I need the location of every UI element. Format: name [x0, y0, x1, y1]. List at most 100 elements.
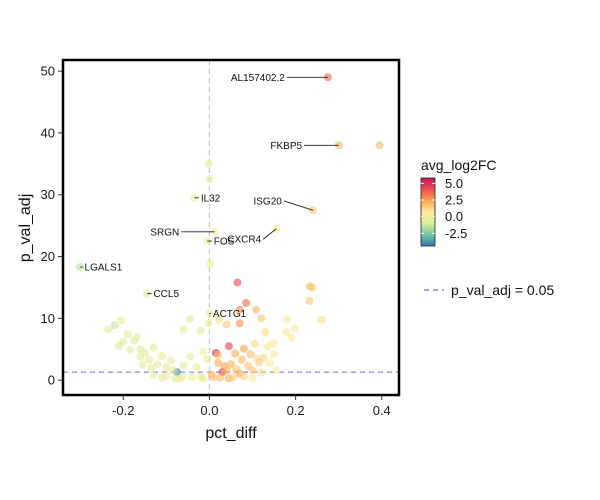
scatter-point — [149, 370, 158, 379]
scatter-point — [125, 345, 134, 354]
gene-label: AL157402.2 — [231, 73, 285, 84]
x-tick-label: 0.4 — [373, 403, 391, 418]
plot-panel — [63, 60, 399, 395]
scatter-point — [251, 305, 260, 314]
scatter-point — [179, 325, 188, 334]
scatter-point — [214, 315, 223, 324]
scatter-point — [248, 374, 257, 383]
scatter-point — [290, 324, 299, 333]
scatter-point — [222, 320, 231, 329]
scatter-point — [204, 319, 213, 328]
scatter-point — [203, 355, 212, 364]
color-legend-tick-label: 0.0 — [445, 209, 463, 224]
gene-label: ISG20 — [253, 196, 282, 207]
scatter-point — [246, 350, 255, 359]
x-tick-label: 0.0 — [200, 403, 218, 418]
scatter-point — [179, 361, 188, 370]
x-axis-title: pct_diff — [205, 425, 257, 442]
scatter-point — [209, 373, 218, 382]
scatter-point — [227, 360, 235, 369]
gene-label: CCL5 — [153, 289, 179, 300]
scatter-point — [216, 373, 225, 382]
gene-label: ACTG1 — [213, 309, 247, 320]
line-legend-label: p_val_adj = 0.05 — [451, 282, 554, 298]
scatter-point — [136, 352, 145, 361]
scatter-point — [158, 352, 167, 361]
scatter-point — [261, 327, 270, 336]
y-tick-label: 20 — [41, 249, 55, 264]
scatter-point — [188, 373, 197, 382]
scatter-point — [248, 366, 257, 375]
scatter-point — [199, 374, 207, 383]
scatter-point — [214, 350, 223, 359]
color-legend-tick-label: 5.0 — [445, 176, 463, 191]
scatter-point — [123, 330, 132, 339]
y-tick-label: 40 — [41, 125, 55, 140]
scatter-point — [283, 315, 291, 324]
gene-label: LGALS1 — [85, 263, 123, 274]
scatter-point — [257, 314, 266, 323]
scatter-point — [235, 319, 244, 328]
gene-label: FOS — [214, 237, 235, 248]
scatter-point — [307, 283, 316, 292]
scatter-point — [237, 355, 246, 364]
scatter-point — [199, 347, 207, 356]
y-tick-label: 0 — [48, 373, 55, 388]
gene-label: IL32 — [201, 193, 221, 204]
scatter-point — [231, 349, 240, 358]
scatter-point — [145, 355, 154, 364]
scatter-point — [166, 356, 175, 365]
color-legend: avg_log2FC 5.0 2.50.0 -2.5 — [420, 157, 497, 247]
scatter-point — [133, 332, 142, 341]
scatter-point — [317, 315, 326, 324]
color-legend-tick-label: 2.5 — [445, 193, 463, 208]
scatter-point — [233, 278, 242, 287]
scatter-point — [239, 344, 248, 353]
color-legend-bar — [420, 177, 436, 247]
line-legend: p_val_adj = 0.05 — [424, 282, 554, 298]
gene-label: FKBP5 — [270, 141, 302, 152]
scatter-point — [186, 352, 195, 361]
scatter-point — [224, 342, 233, 351]
color-legend-tick-label: -2.5 — [445, 226, 467, 241]
scatter-point — [282, 327, 291, 336]
scatter-point — [192, 363, 201, 372]
scatter-point — [375, 141, 384, 150]
y-tick-label: 10 — [41, 311, 55, 326]
scatter-point — [272, 366, 281, 375]
x-tick-label: 0.2 — [287, 403, 305, 418]
scatter-point — [117, 316, 126, 325]
scatter-point — [204, 159, 213, 168]
scatter-point — [115, 341, 123, 350]
scatter-point — [305, 297, 314, 306]
color-legend-title: avg_log2FC — [421, 157, 497, 173]
scatter-point — [168, 366, 177, 375]
y-tick-label: 30 — [41, 187, 55, 202]
scatter-point — [147, 363, 156, 372]
scatter-point — [239, 372, 248, 381]
scatter-point — [110, 321, 119, 330]
scatter-point — [104, 325, 113, 334]
scatter-point — [250, 339, 259, 348]
scatter-point — [257, 368, 266, 377]
gene-label: CXCR4 — [227, 235, 261, 246]
scatter-point — [149, 343, 158, 352]
y-tick-label: 50 — [41, 64, 55, 79]
gene-label-connector — [262, 228, 277, 240]
scatter-point — [206, 259, 215, 268]
x-tick-label: -0.2 — [112, 403, 134, 418]
scatter-point — [175, 374, 184, 383]
gene-label: SRGN — [150, 227, 179, 238]
scatter-point — [158, 373, 167, 382]
scatter-point — [205, 175, 214, 184]
plot-frame — [61, 58, 401, 397]
scatter-point — [186, 314, 195, 323]
scatter-point — [259, 353, 268, 362]
scatter-point — [214, 358, 223, 367]
scatter-point — [242, 298, 251, 307]
scatter-point — [270, 350, 279, 359]
scatter-point — [153, 360, 162, 369]
scatter-point — [263, 342, 272, 351]
